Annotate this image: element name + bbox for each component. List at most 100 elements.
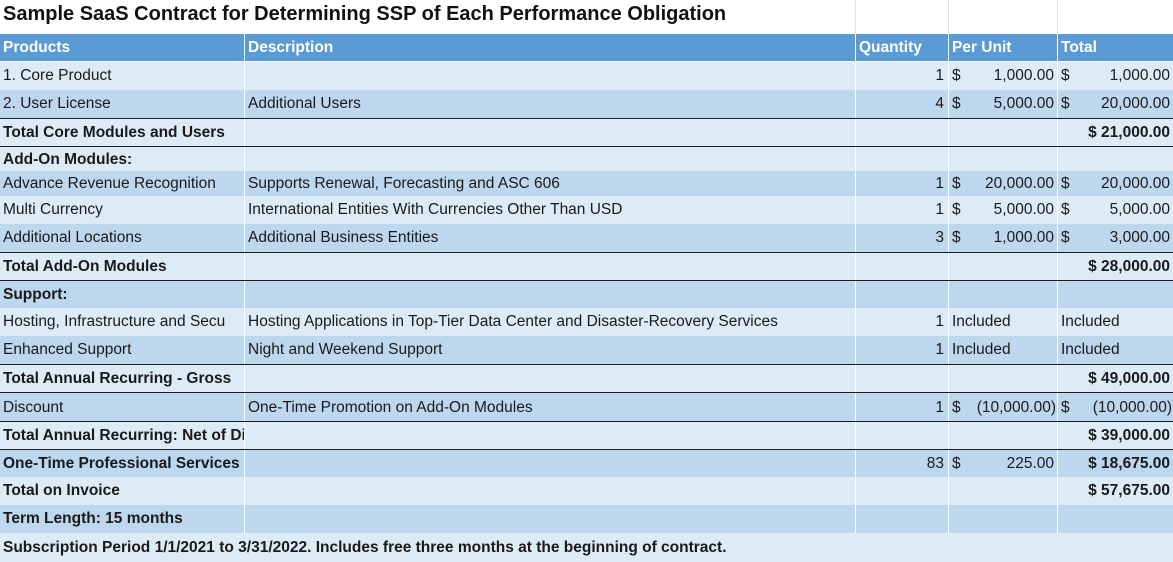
column-header-per-unit[interactable]: Per Unit — [949, 34, 1058, 61]
section-label[interactable]: Add-On Modules: — [0, 147, 245, 172]
description-cell[interactable]: Night and Weekend Support — [245, 336, 856, 364]
description-cell[interactable]: International Entities With Currencies O… — [245, 196, 856, 224]
product-cell[interactable]: Discount — [0, 393, 245, 422]
description-cell[interactable] — [245, 505, 856, 533]
total-cell[interactable] — [1058, 147, 1173, 172]
total-cell[interactable]: $20,000.00 — [1058, 171, 1173, 196]
quantity-cell[interactable]: 3 — [856, 224, 949, 252]
title-cell[interactable] — [0, 0, 245, 34]
column-header-total[interactable]: Total — [1058, 34, 1173, 61]
description-cell[interactable] — [245, 62, 856, 90]
quantity-cell[interactable] — [856, 477, 949, 505]
subtotal-amount[interactable]: $ 49,000.00 — [1058, 365, 1173, 393]
description-cell[interactable]: One-Time Promotion on Add-On Modules — [245, 393, 856, 422]
per-unit-cell[interactable]: $ (10,000.00) — [949, 393, 1058, 422]
product-cell[interactable]: Advance Revenue Recognition — [0, 171, 245, 196]
description-cell[interactable] — [245, 253, 856, 281]
total-cell[interactable]: Included — [1058, 308, 1173, 336]
total-cell[interactable] — [1058, 505, 1173, 533]
product-cell[interactable]: Additional Locations — [0, 224, 245, 252]
per-unit-cell[interactable] — [949, 477, 1058, 505]
per-unit-cell[interactable]: $5,000.00 — [949, 90, 1058, 118]
quantity-cell[interactable] — [856, 281, 949, 309]
quantity-cell[interactable]: 1 — [856, 336, 949, 364]
per-unit-cell[interactable]: Included — [949, 308, 1058, 336]
per-unit-cell[interactable]: $5,000.00 — [949, 196, 1058, 224]
description-cell[interactable] — [245, 281, 856, 309]
quantity-cell[interactable]: 4 — [856, 90, 949, 118]
total-cell[interactable]: $5,000.00 — [1058, 196, 1173, 224]
currency-symbol: $ — [952, 95, 961, 112]
total-cell[interactable]: $1,000.00 — [1058, 62, 1173, 90]
total-cell[interactable]: Included — [1058, 336, 1173, 364]
per-unit-cell[interactable]: Included — [949, 336, 1058, 364]
column-header-row: Products Description Quantity Per Unit T… — [0, 34, 1173, 61]
quantity-cell[interactable] — [856, 365, 949, 393]
term-length-label[interactable]: Term Length: 15 months — [0, 505, 245, 533]
subtotal-amount[interactable]: $ 39,000.00 — [1058, 422, 1173, 450]
column-header-quantity[interactable]: Quantity — [856, 34, 949, 61]
total-cell[interactable] — [1058, 281, 1173, 309]
per-unit-cell[interactable] — [949, 281, 1058, 309]
subtotal-label[interactable]: Total Add-On Modules — [0, 253, 245, 281]
product-cell[interactable]: 1. Core Product — [0, 62, 245, 90]
quantity-cell[interactable] — [856, 119, 949, 147]
total-cell[interactable]: $ (10,000.00) — [1058, 393, 1173, 422]
total-cell[interactable]: $3,000.00 — [1058, 224, 1173, 252]
per-unit-cell[interactable]: $1,000.00 — [949, 224, 1058, 252]
per-unit-cell[interactable]: $1,000.00 — [949, 62, 1058, 90]
per-unit-cell[interactable] — [949, 119, 1058, 147]
grand-total-amount[interactable]: $ 57,675.00 — [1058, 477, 1173, 505]
quantity-cell[interactable] — [856, 253, 949, 281]
description-cell[interactable]: Additional Business Entities — [245, 224, 856, 252]
per-unit-cell[interactable] — [949, 365, 1058, 393]
title-cell-blank[interactable] — [856, 0, 949, 34]
quantity-cell[interactable]: 1 — [856, 62, 949, 90]
quantity-cell[interactable] — [856, 147, 949, 172]
description-cell[interactable] — [245, 422, 856, 450]
product-cell[interactable]: Multi Currency — [0, 196, 245, 224]
quantity-cell[interactable] — [856, 505, 949, 533]
quantity-cell[interactable] — [856, 422, 949, 450]
description-cell[interactable] — [245, 119, 856, 147]
quantity-cell[interactable]: 83 — [856, 450, 949, 478]
description-cell[interactable] — [245, 365, 856, 393]
term-length-row: Term Length: 15 months — [0, 505, 1173, 533]
total-cell[interactable]: $20,000.00 — [1058, 90, 1173, 118]
product-cell[interactable]: One-Time Professional Services — [0, 450, 245, 478]
quantity-cell[interactable]: 1 — [856, 393, 949, 422]
subtotal-label[interactable]: Total Core Modules and Users — [0, 119, 245, 147]
description-cell[interactable] — [245, 477, 856, 505]
description-cell[interactable] — [245, 450, 856, 478]
description-cell[interactable]: Hosting Applications in Top-Tier Data Ce… — [245, 308, 856, 336]
quantity-cell[interactable]: 1 — [856, 308, 949, 336]
column-header-description[interactable]: Description — [245, 34, 856, 61]
grand-total-label[interactable]: Total on Invoice — [0, 477, 245, 505]
per-unit-cell[interactable] — [949, 253, 1058, 281]
subtotal-label[interactable]: Total Annual Recurring: Net of Discount — [0, 422, 245, 450]
per-unit-cell[interactable]: $225.00 — [949, 450, 1058, 478]
quantity-cell[interactable]: 1 — [856, 196, 949, 224]
subtotal-amount[interactable]: $ 21,000.00 — [1058, 119, 1173, 147]
title-cell-blank[interactable] — [245, 0, 856, 34]
per-unit-cell[interactable] — [949, 505, 1058, 533]
total-cell[interactable]: $ 18,675.00 — [1058, 450, 1173, 478]
subscription-period-note[interactable]: Subscription Period 1/1/2021 to 3/31/202… — [0, 533, 1173, 562]
section-label[interactable]: Support: — [0, 281, 245, 309]
title-cell-blank[interactable] — [949, 0, 1058, 34]
total-amount: $ 18,675.00 — [1088, 455, 1170, 472]
subtotal-amount[interactable]: $ 28,000.00 — [1058, 253, 1173, 281]
product-cell[interactable]: 2. User License — [0, 90, 245, 118]
product-cell[interactable]: Enhanced Support — [0, 336, 245, 364]
description-cell[interactable]: Supports Renewal, Forecasting and ASC 60… — [245, 171, 856, 196]
product-cell[interactable]: Hosting, Infrastructure and Secu — [0, 308, 245, 336]
per-unit-cell[interactable] — [949, 147, 1058, 172]
column-header-products[interactable]: Products — [0, 34, 245, 61]
description-cell[interactable] — [245, 147, 856, 172]
title-cell-blank[interactable] — [1058, 0, 1173, 34]
subtotal-label[interactable]: Total Annual Recurring - Gross — [0, 365, 245, 393]
quantity-cell[interactable]: 1 — [856, 171, 949, 196]
per-unit-cell[interactable] — [949, 422, 1058, 450]
per-unit-cell[interactable]: $20,000.00 — [949, 171, 1058, 196]
description-cell[interactable]: Additional Users — [245, 90, 856, 118]
